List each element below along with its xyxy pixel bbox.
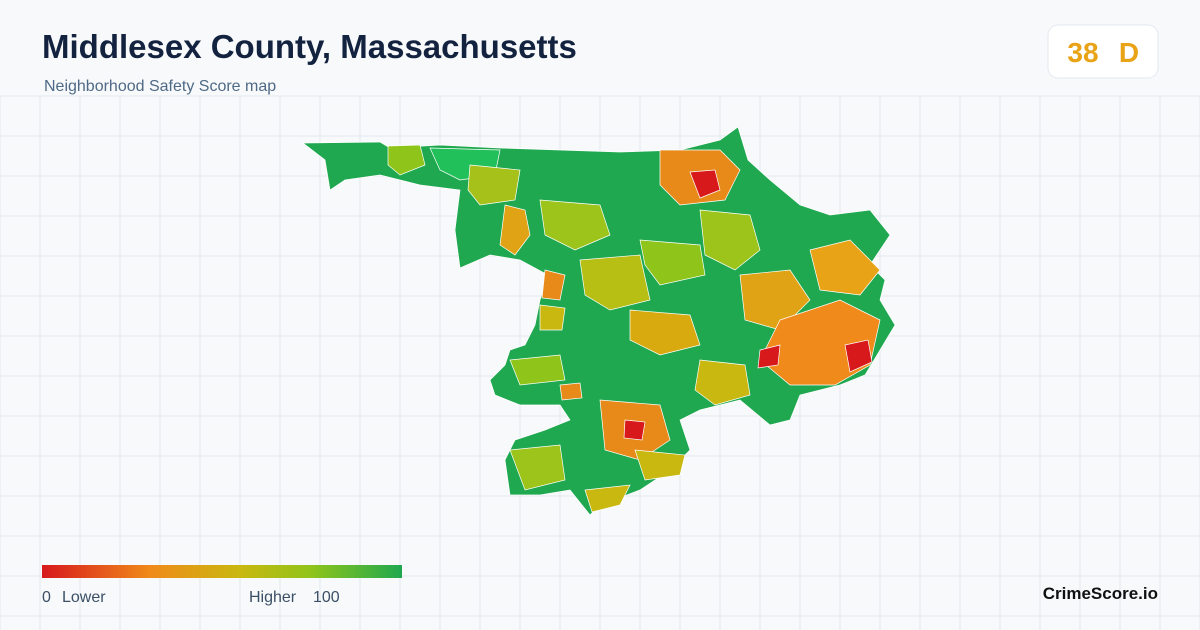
brand: CrimeScore.io (1043, 584, 1158, 603)
region (467, 164, 521, 206)
region (509, 354, 566, 386)
legend-max: 100 (313, 589, 340, 606)
region (623, 419, 646, 441)
title: Middlesex County, Massachusetts (42, 28, 577, 65)
region (387, 144, 426, 176)
legend-min: 0 (42, 589, 51, 606)
region (509, 444, 566, 491)
region (559, 382, 583, 401)
region (541, 269, 566, 301)
region (629, 309, 701, 356)
score-badge: 38 D (1047, 24, 1159, 79)
region (689, 169, 721, 199)
region (757, 344, 781, 369)
region (699, 209, 761, 271)
region (499, 204, 531, 256)
badge-box (1047, 24, 1159, 79)
legend-min-label: Lower (62, 589, 106, 606)
score-value: 38 (1067, 37, 1098, 68)
region (639, 239, 706, 286)
region (694, 359, 751, 406)
legend-max-label: Higher (249, 589, 297, 606)
region (579, 254, 651, 311)
region (809, 239, 881, 296)
legend-bar (42, 565, 402, 578)
score-grade: D (1119, 37, 1139, 68)
region (539, 199, 611, 251)
region (584, 484, 631, 513)
region (539, 304, 566, 331)
county-map (301, 126, 896, 516)
region (844, 339, 873, 373)
subtitle: Neighborhood Safety Score map (44, 78, 276, 95)
grid (0, 95, 1200, 630)
header-bg (0, 0, 1200, 96)
region (634, 449, 686, 481)
